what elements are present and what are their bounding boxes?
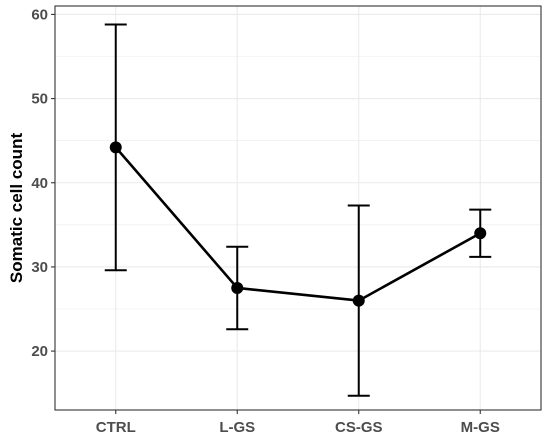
y-tick-label: 40 <box>31 175 48 192</box>
data-point <box>231 281 244 294</box>
x-tick-label: M-GS <box>461 419 500 436</box>
error-bars <box>104 23 492 397</box>
y-axis-title: Somatic cell count <box>7 133 26 284</box>
y-tick-label: 60 <box>31 6 48 23</box>
data-point <box>474 227 487 240</box>
series-polyline <box>114 146 481 302</box>
x-axis-ticks: CTRL L-GS CS-GS M-GS <box>96 410 500 436</box>
x-tick-label: CTRL <box>96 419 136 436</box>
y-tick-label: 30 <box>31 259 48 276</box>
data-point <box>352 294 365 307</box>
y-tick-label: 20 <box>31 343 48 360</box>
y-axis-ticks: 20 30 40 50 60 <box>31 6 55 360</box>
x-tick-label: CS-GS <box>335 419 383 436</box>
y-tick-label: 50 <box>31 91 48 108</box>
x-tick-label: L-GS <box>219 419 255 436</box>
data-points <box>109 141 487 307</box>
series-line <box>114 146 481 302</box>
grid <box>55 6 541 410</box>
data-point <box>109 141 122 154</box>
panel-border <box>54 5 542 411</box>
